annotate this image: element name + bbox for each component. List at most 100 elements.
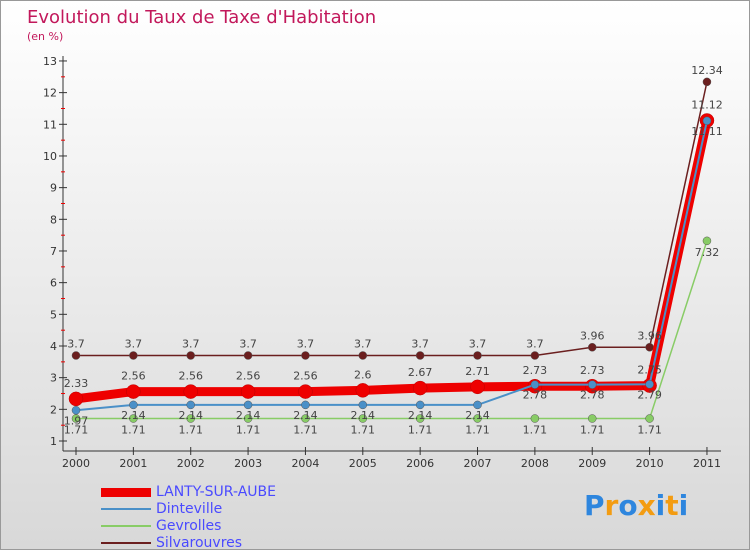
data-label: 2.73 [523,364,548,377]
data-label: 2.78 [580,389,605,402]
data-point [301,400,310,410]
y-tick-label: 7 [50,245,57,258]
y-tick-label: 2 [50,403,57,416]
data-point [702,116,712,126]
data-label: 2.14 [236,409,261,422]
data-point [68,391,84,407]
x-tick-label: 2006 [406,457,434,470]
y-tick-label: 6 [50,277,57,290]
data-label: 3.7 [125,337,143,350]
data-label: 1.71 [121,424,146,437]
data-point [415,414,425,423]
data-point [587,414,597,423]
legend-item: Gevrolles [101,518,221,534]
data-label: 1.71 [64,424,89,437]
data-label: 2.14 [121,409,146,422]
y-tick-label: 4 [50,340,57,353]
series-lanty-sur-aube [68,113,715,407]
data-label: 2.14 [465,409,490,422]
data-label: 1.71 [408,424,433,437]
series-line [75,119,712,404]
legend-item: Silvarouvres [101,535,242,551]
y-tick-label: 12 [43,87,57,100]
series-line [76,81,708,357]
legend-item: LANTY-SUR-AUBE [101,484,276,500]
data-label: 11.12 [691,98,723,111]
data-label: 1.71 [580,424,605,437]
data-labels-dinteville: 1.97 2.14 2.14 2.14 2.14 2.14 2.14 2.14 2.78 2.78… [64,125,723,427]
data-point [298,384,313,399]
x-tick-label: 2000 [62,457,90,470]
series-silvarouvres [71,77,712,360]
data-label: 2.6 [354,368,372,381]
data-label: 2.56 [293,370,318,383]
data-point [186,414,195,423]
legend-swatch [101,487,151,497]
data-point [129,351,138,360]
legend-label: Dinteville [156,501,223,517]
legend-item: Dinteville [101,501,222,517]
legend-label: Silvarouvres [156,535,243,551]
y-tick-label: 13 [43,55,57,68]
x-tick-label: 2011 [693,457,721,470]
data-point [415,351,425,360]
x-tick-label: 2001 [119,457,147,470]
data-label: 1.71 [523,424,548,437]
data-labels-silvarouvres: 3.7 3.7 3.7 3.7 3.7 3.7 3.7 3.7 3.7 3.96 3.96 12.34 [67,64,722,351]
data-label: 3.7 [182,337,200,350]
data-point [470,379,485,395]
series-line [75,120,708,412]
data-label: 3.7 [67,337,85,350]
data-label: 3.96 [637,329,662,342]
data-point [301,414,310,423]
series-dinteville [71,116,712,415]
data-label: 2.71 [465,365,490,378]
legend-swatch [101,525,151,527]
x-tick-label: 2005 [349,457,377,470]
data-point [358,400,368,410]
data-label: 2.14 [351,409,376,422]
data-point [129,400,138,410]
proxiti-logo: Proxiti [584,489,689,522]
data-point [412,380,428,396]
data-point [415,400,425,410]
data-label: 2.78 [523,389,548,402]
x-tick-label: 2007 [464,457,492,470]
data-label: 1.71 [178,424,203,437]
data-label: 3.7 [411,337,429,350]
data-point [473,400,482,410]
data-label: 2.33 [64,377,89,390]
data-point [358,414,368,423]
data-label: 1.71 [236,424,261,437]
data-label: 3.7 [297,337,315,350]
data-labels-lanty-sur-aube: 2.33 2.56 2.56 2.56 2.56 2.6 2.67 2.71 2.73 2.73 2… [64,98,723,389]
data-point [301,351,310,360]
data-point [355,383,371,398]
data-labels-gevrolles: 1.71 1.71 1.71 1.71 1.71 1.71 1.71 1.71 1.71 1.71… [64,246,719,437]
data-point [587,343,597,352]
data-point [473,351,482,360]
data-label: 2.56 [236,370,261,383]
data-point [587,380,597,389]
data-label: 3.7 [526,337,544,350]
data-point [183,384,198,399]
series-line [76,240,708,420]
data-point [645,343,654,352]
data-point [186,400,195,410]
data-label: 2.14 [408,409,433,422]
y-tick-label: 5 [50,308,57,321]
data-point [530,414,540,423]
data-label: 2.56 [178,370,203,383]
x-tick-label: 2004 [291,457,319,470]
data-label: 1.71 [293,424,318,437]
y-axis-label: (en %) [27,30,64,43]
data-label: 1.97 [64,414,89,427]
data-label: 2.14 [293,409,318,422]
data-point [530,380,540,389]
legend-swatch [101,508,151,510]
legend-swatch [101,542,151,544]
y-tick-label: 11 [43,118,57,131]
x-tick-label: 2008 [521,457,549,470]
data-point [358,351,368,360]
